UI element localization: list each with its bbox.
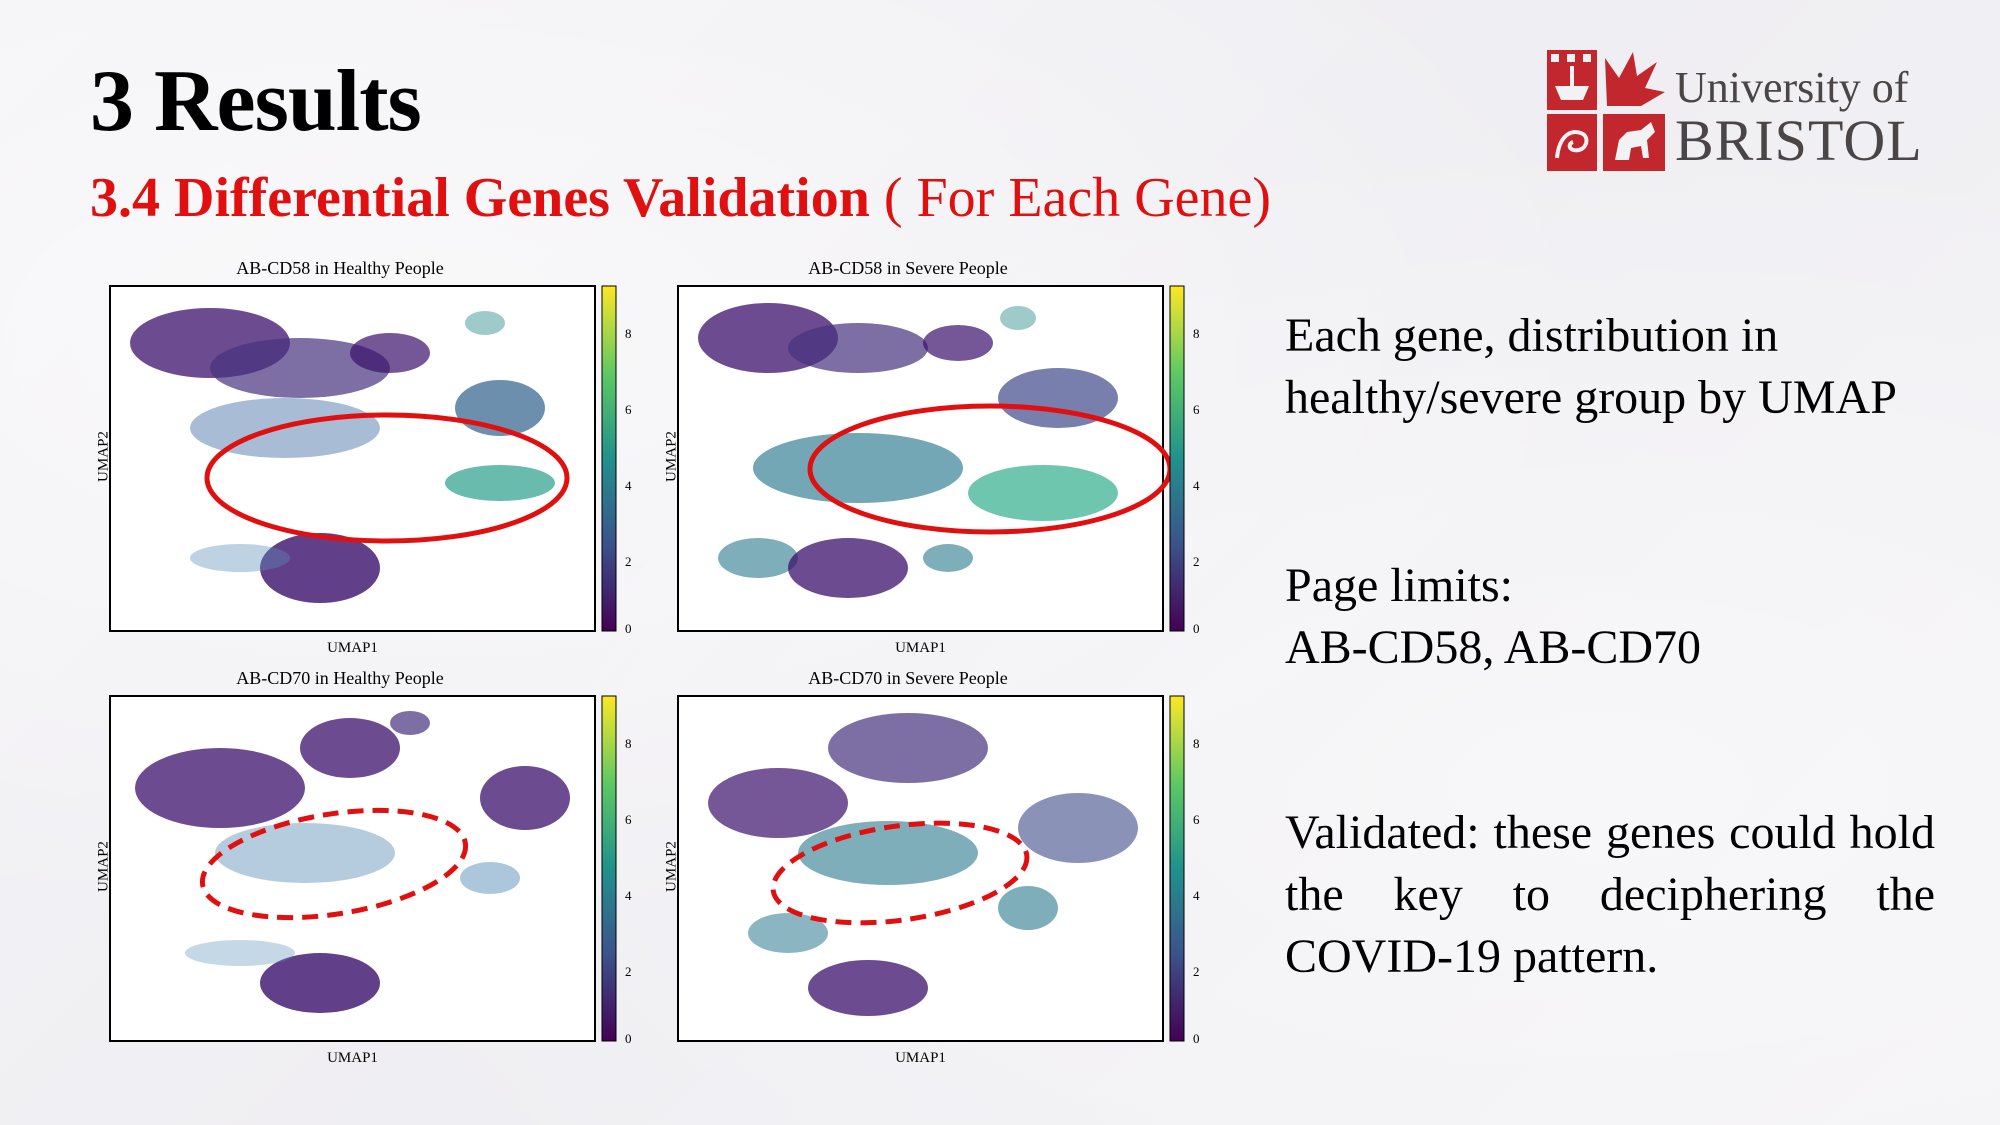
- panel-title: AB-CD70 in Severe People: [658, 668, 1158, 689]
- colorbar-tick: 8: [1193, 326, 1200, 342]
- subtitle-note: ( For Each Gene): [870, 167, 1271, 229]
- colorbar-tick: 2: [1193, 554, 1200, 570]
- colorbar-tick: 4: [625, 478, 632, 494]
- colorbar-tick: 4: [1193, 888, 1200, 904]
- logo-line-1: University of: [1675, 66, 1923, 110]
- colorbar-tick: 0: [625, 1031, 632, 1047]
- colorbar: [602, 286, 616, 631]
- umap-panel-cd58-severe: AB-CD58 in Severe People UMAP1 UMAP2 8 6…: [658, 258, 1218, 668]
- x-axis-label: UMAP1: [678, 640, 1163, 657]
- logo-wordmark: University of BRISTOL: [1675, 66, 1923, 170]
- colorbar-tick: 8: [625, 326, 632, 342]
- panel-title: AB-CD58 in Severe People: [658, 258, 1158, 279]
- panel-title: AB-CD58 in Healthy People: [90, 258, 590, 279]
- colorbar: [602, 696, 616, 1041]
- page-limits-block: Page limits: AB-CD58, AB-CD70: [1285, 555, 1935, 679]
- description-paragraph: Each gene, distribution in healthy/sever…: [1285, 305, 1935, 429]
- colorbar-tick: 6: [625, 812, 632, 828]
- colorbar-tick: 4: [625, 888, 632, 904]
- page-limits-label: Page limits:: [1285, 555, 1935, 617]
- umap-panel-cd70-severe: AB-CD70 in Severe People UMAP1 UMAP2 8 6…: [658, 668, 1218, 1078]
- slide-subtitle: 3.4 Differential Genes Validation ( For …: [90, 170, 1271, 226]
- umap-panel-cd58-healthy: AB-CD58 in Healthy People UMAP1 UMAP2 8 …: [90, 258, 650, 668]
- umap-panel-cd70-healthy: AB-CD70 in Healthy People UMAP1 UMAP2 8 …: [90, 668, 650, 1078]
- colorbar-tick: 6: [625, 402, 632, 418]
- colorbar-tick: 0: [1193, 621, 1200, 637]
- x-axis-label: UMAP1: [110, 640, 595, 657]
- x-axis-label: UMAP1: [110, 1050, 595, 1067]
- y-axis-label: UMAP2: [664, 427, 681, 487]
- colorbar-tick: 8: [625, 736, 632, 752]
- y-axis-label: UMAP2: [96, 427, 113, 487]
- colorbar: [1170, 696, 1184, 1041]
- colorbar: [1170, 286, 1184, 631]
- umap-plot-cd70-healthy: [90, 668, 650, 1078]
- colorbar-tick: 2: [1193, 964, 1200, 980]
- validation-paragraph: Validated: these genes could hold the ke…: [1285, 802, 1935, 988]
- logo-line-2: BRISTOL: [1675, 112, 1923, 170]
- umap-plot-cd70-severe: [658, 668, 1218, 1078]
- umap-plot-cd58-severe: [658, 258, 1218, 668]
- university-logo: University of BRISTOL: [1545, 48, 1950, 173]
- x-axis-label: UMAP1: [678, 1050, 1163, 1067]
- colorbar-tick: 0: [1193, 1031, 1200, 1047]
- panel-title: AB-CD70 in Healthy People: [90, 668, 590, 689]
- colorbar-tick: 8: [1193, 736, 1200, 752]
- colorbar-tick: 4: [1193, 478, 1200, 494]
- bristol-crest-icon: [1545, 48, 1670, 173]
- colorbar-tick: 2: [625, 554, 632, 570]
- y-axis-label: UMAP2: [96, 837, 113, 897]
- umap-plot-cd58-healthy: [90, 258, 650, 668]
- slide-title: 3 Results: [90, 58, 421, 146]
- page-limits-genes: AB-CD58, AB-CD70: [1285, 617, 1935, 679]
- colorbar-tick: 6: [1193, 402, 1200, 418]
- colorbar-tick: 0: [625, 621, 632, 637]
- colorbar-tick: 2: [625, 964, 632, 980]
- y-axis-label: UMAP2: [664, 837, 681, 897]
- subtitle-main: 3.4 Differential Genes Validation: [90, 167, 870, 229]
- colorbar-tick: 6: [1193, 812, 1200, 828]
